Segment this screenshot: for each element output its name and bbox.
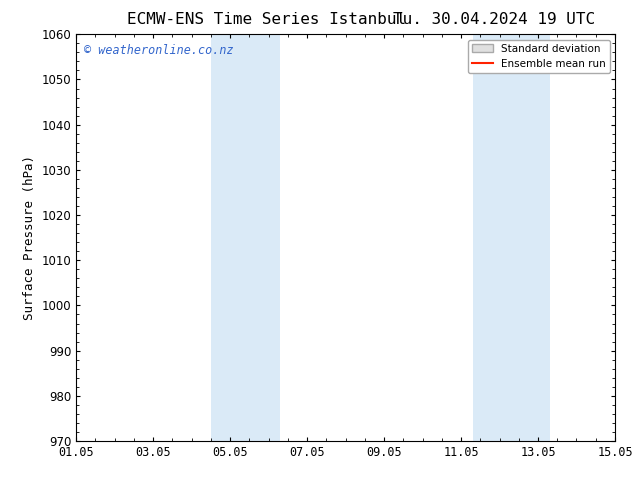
Text: ECMW-ENS Time Series Istanbul: ECMW-ENS Time Series Istanbul — [127, 12, 406, 27]
Bar — [472, 34, 550, 441]
Text: © weatheronline.co.nz: © weatheronline.co.nz — [84, 45, 234, 57]
Y-axis label: Surface Pressure (hPa): Surface Pressure (hPa) — [23, 155, 36, 320]
Text: Tu. 30.04.2024 19 UTC: Tu. 30.04.2024 19 UTC — [394, 12, 595, 27]
Bar — [210, 34, 280, 441]
Legend: Standard deviation, Ensemble mean run: Standard deviation, Ensemble mean run — [467, 40, 610, 73]
